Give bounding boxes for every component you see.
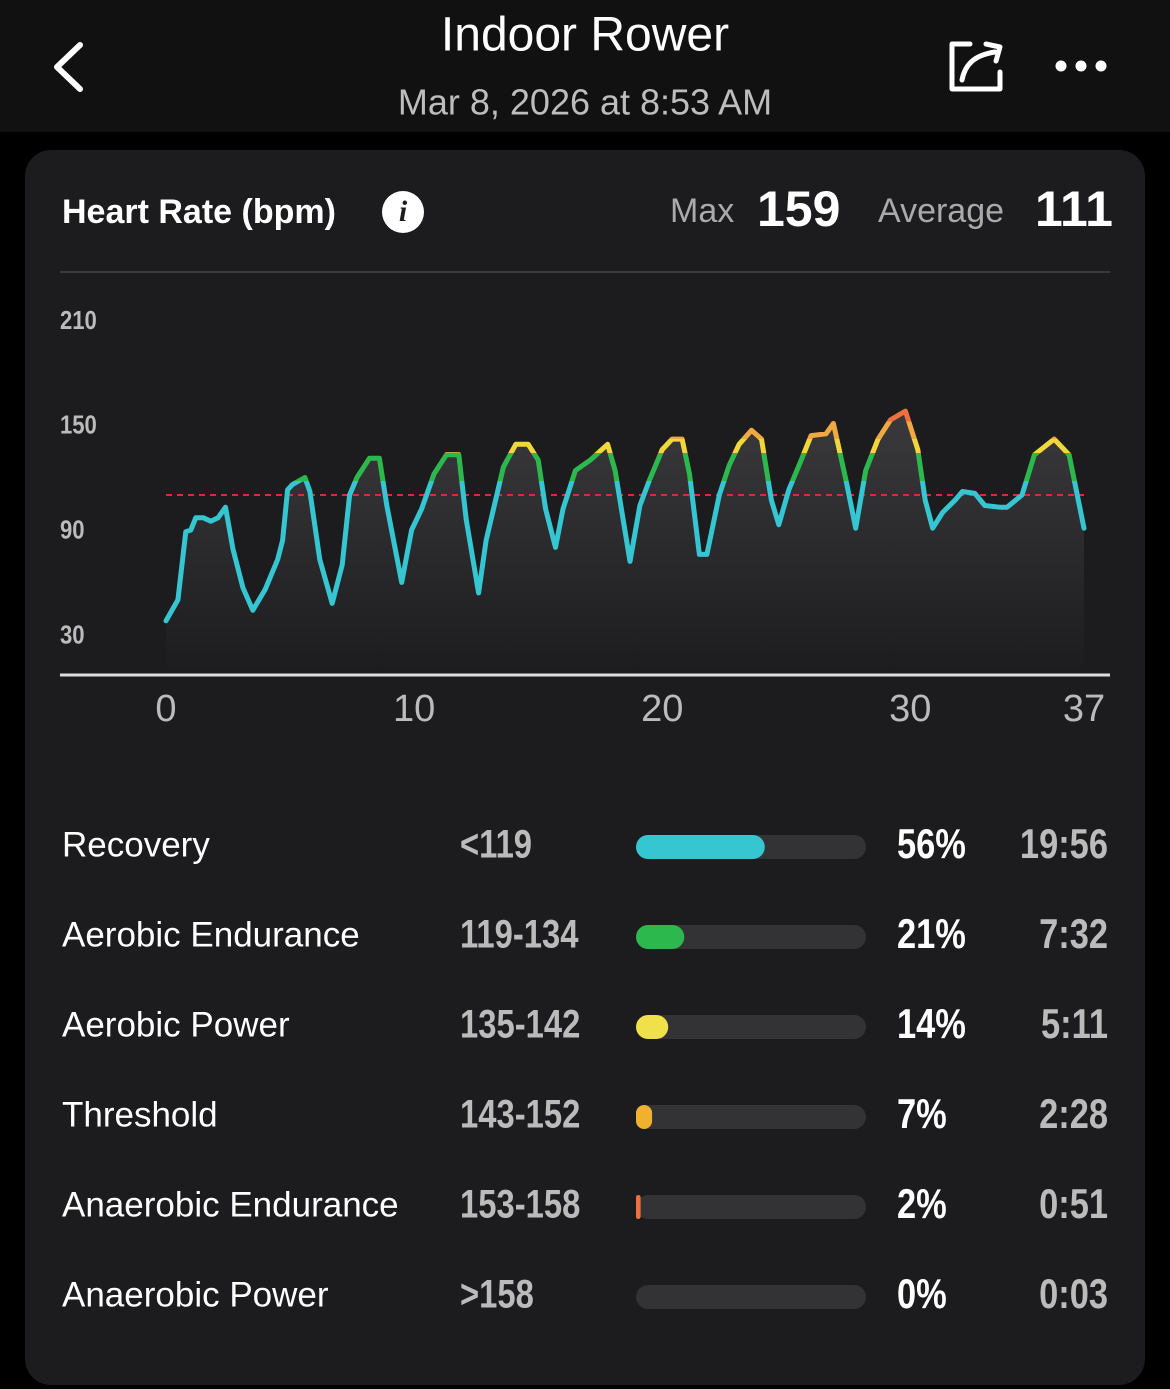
zone-track — [636, 925, 866, 949]
header-bar — [0, 0, 1170, 132]
zone-range: 153-158 — [460, 1181, 580, 1226]
header-title: Indoor Rower — [441, 9, 729, 62]
svg-text:i: i — [399, 195, 408, 228]
more-button[interactable] — [1055, 60, 1107, 72]
y-tick-label: 150 — [60, 411, 97, 440]
x-tick-label: 0 — [155, 688, 176, 730]
zone-bar — [636, 1105, 653, 1129]
zone-track — [636, 1285, 866, 1309]
card-title: Heart Rate (bpm) — [62, 193, 336, 231]
x-tick-label: 20 — [641, 688, 683, 730]
zone-name: Threshold — [62, 1095, 218, 1134]
zone-name: Recovery — [62, 825, 210, 864]
zone-range: 143-152 — [460, 1091, 580, 1136]
back-button[interactable] — [54, 42, 83, 92]
x-tick-label: 30 — [889, 688, 931, 730]
info-button[interactable]: i — [382, 191, 424, 233]
zone-name: Anaerobic Power — [62, 1275, 329, 1314]
zone-bar — [636, 1015, 669, 1039]
share-button[interactable] — [949, 41, 1003, 92]
header-subtitle: Mar 8, 2026 at 8:53 AM — [398, 82, 772, 123]
zone-name: Aerobic Power — [62, 1005, 290, 1044]
y-tick-label: 210 — [60, 306, 97, 335]
zone-time: 19:56 — [1020, 821, 1108, 868]
zone-time: 0:51 — [1039, 1181, 1108, 1228]
zone-percent: 2% — [897, 1181, 947, 1228]
y-tick-label: 90 — [60, 516, 85, 545]
y-tick-label: 30 — [60, 621, 85, 650]
x-tick-label: 10 — [393, 688, 435, 730]
zone-percent: 14% — [897, 1001, 966, 1048]
zone-percent: 56% — [897, 821, 966, 868]
zone-time: 2:28 — [1039, 1091, 1108, 1138]
zone-range: 135-142 — [460, 1001, 580, 1046]
average-value: 111 — [1035, 181, 1113, 237]
heart-rate-card — [25, 150, 1145, 1385]
zone-percent: 21% — [897, 911, 966, 958]
zone-bar — [636, 925, 685, 949]
zone-range: 119-134 — [460, 911, 579, 956]
average-label: Average — [878, 192, 1004, 230]
zone-name: Anaerobic Endurance — [62, 1185, 399, 1224]
zone-name: Aerobic Endurance — [62, 915, 360, 954]
max-value: 159 — [757, 181, 840, 237]
x-tick-label: 37 — [1063, 688, 1105, 730]
zone-range: >158 — [460, 1271, 534, 1316]
zone-bar — [636, 1195, 641, 1219]
zone-time: 0:03 — [1039, 1271, 1108, 1318]
zone-range: <119 — [460, 821, 532, 866]
zone-bar — [636, 835, 765, 859]
zone-time: 5:11 — [1041, 1001, 1108, 1048]
zone-time: 7:32 — [1039, 911, 1108, 958]
zone-percent: 7% — [897, 1091, 947, 1138]
zone-track — [636, 1015, 866, 1039]
zone-track — [636, 1105, 866, 1129]
zone-percent: 0% — [897, 1271, 947, 1318]
heart-rate-line — [163, 408, 1087, 624]
zone-track — [636, 1195, 866, 1219]
max-label: Max — [670, 192, 734, 230]
